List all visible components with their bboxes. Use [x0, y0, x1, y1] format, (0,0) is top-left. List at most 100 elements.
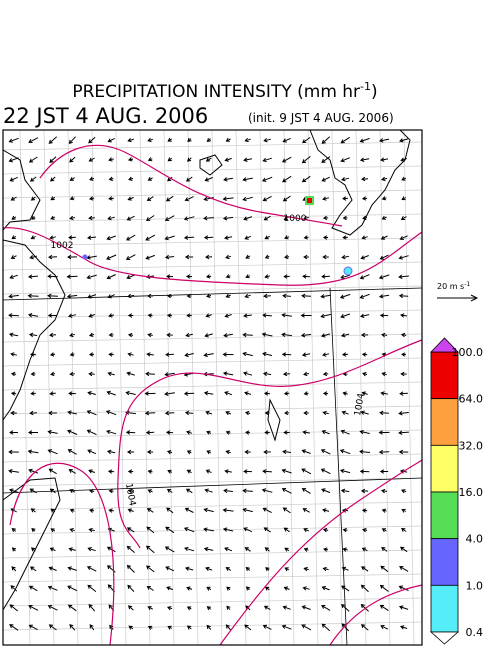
wind-vector	[186, 469, 192, 474]
wind-vector	[30, 196, 36, 201]
grid-line	[187, 129, 199, 646]
wind-vector	[146, 449, 154, 455]
wind-vector	[245, 274, 251, 279]
wind-vector	[206, 137, 211, 143]
wind-vector	[379, 469, 389, 474]
wind-vector	[225, 411, 232, 416]
wind-vector	[203, 391, 214, 396]
wind-vector	[399, 566, 409, 572]
wind-vector	[106, 546, 116, 553]
wind-vector	[186, 293, 192, 299]
wind-vector	[50, 176, 56, 182]
grid-line	[2, 597, 423, 607]
wind-vector	[360, 488, 369, 494]
wind-vector	[282, 507, 291, 514]
wind-vector	[398, 605, 409, 610]
wind-vector	[262, 351, 273, 357]
wind-vector	[184, 410, 194, 416]
wind-vector	[243, 216, 253, 221]
wind-vector	[166, 450, 173, 455]
wind-vector	[166, 606, 173, 611]
wind-vector	[127, 469, 134, 474]
wind-vector	[48, 468, 57, 475]
wind-vector	[242, 488, 253, 494]
wind-vector	[28, 430, 38, 435]
wind-vector	[361, 547, 368, 552]
wind-vector	[183, 391, 195, 396]
wind-vector	[378, 294, 390, 299]
wind-vector	[147, 293, 153, 299]
wind-vector	[378, 449, 390, 455]
wind-vector	[68, 313, 77, 318]
grid-line	[2, 501, 423, 511]
wind-vector	[147, 489, 153, 494]
wind-vector	[185, 332, 193, 338]
wind-vector	[342, 196, 349, 201]
grid-line	[19, 129, 31, 646]
wind-vector	[339, 293, 351, 299]
wind-vector	[262, 624, 272, 630]
wind-vector	[8, 332, 19, 337]
wind-vector	[301, 449, 311, 454]
wind-vector	[303, 391, 309, 396]
wind-vector	[49, 488, 56, 494]
wind-vector	[47, 605, 58, 611]
wind-vector	[107, 216, 115, 221]
wind-vector	[127, 508, 134, 513]
wind-vector	[242, 196, 253, 202]
wind-vector	[321, 586, 330, 591]
grid-line	[2, 477, 423, 487]
wind-vector	[8, 294, 19, 299]
wind-vector	[68, 235, 76, 240]
wind-vector	[322, 254, 329, 260]
wind-vector	[30, 508, 36, 513]
precip-cell	[82, 254, 88, 260]
wind-vector	[127, 313, 134, 318]
colorbar-label: 4.0	[466, 533, 484, 546]
wind-vector	[283, 527, 290, 533]
wind-vector	[282, 449, 291, 455]
wind-vector	[340, 157, 350, 163]
wind-vector	[166, 507, 174, 514]
wind-vector	[281, 312, 292, 318]
wind-vector	[303, 235, 309, 240]
coastline	[2, 239, 66, 421]
wind-vector	[360, 255, 369, 260]
wind-vector	[50, 196, 56, 201]
isobar	[2, 227, 423, 286]
wind-vector	[167, 176, 173, 182]
colorbar-label: 64.0	[459, 393, 484, 406]
wind-vector	[242, 177, 253, 182]
grid-line	[2, 309, 423, 319]
wind-vector	[126, 449, 135, 455]
grid-line	[331, 129, 343, 646]
wind-vector	[244, 449, 251, 455]
wind-vector	[322, 215, 329, 221]
wind-vector	[302, 430, 310, 435]
wind-vector	[322, 566, 329, 572]
wind-vector	[399, 235, 408, 240]
wind-vector	[359, 313, 370, 318]
grid-line	[2, 525, 423, 535]
wind-vector	[282, 293, 291, 299]
wind-vector	[166, 488, 173, 493]
wind-vector	[340, 488, 350, 494]
wind-vector	[206, 606, 211, 611]
wind-vector	[28, 468, 39, 474]
wind-vector	[127, 584, 135, 592]
wind-vector	[8, 313, 19, 318]
wind-vector	[186, 313, 192, 318]
wind-vector	[30, 371, 36, 377]
grid-line	[163, 129, 175, 646]
wind-vector	[302, 508, 310, 513]
wind-vector	[30, 235, 36, 240]
wind-vector	[320, 313, 331, 319]
wind-vector	[224, 547, 233, 552]
wind-vector	[263, 293, 271, 299]
coastline	[267, 398, 281, 442]
wind-vector	[67, 410, 77, 415]
wind-vector	[48, 136, 58, 144]
wind-vector	[242, 507, 253, 513]
wind-vector	[127, 137, 134, 143]
wind-vector	[147, 625, 153, 630]
